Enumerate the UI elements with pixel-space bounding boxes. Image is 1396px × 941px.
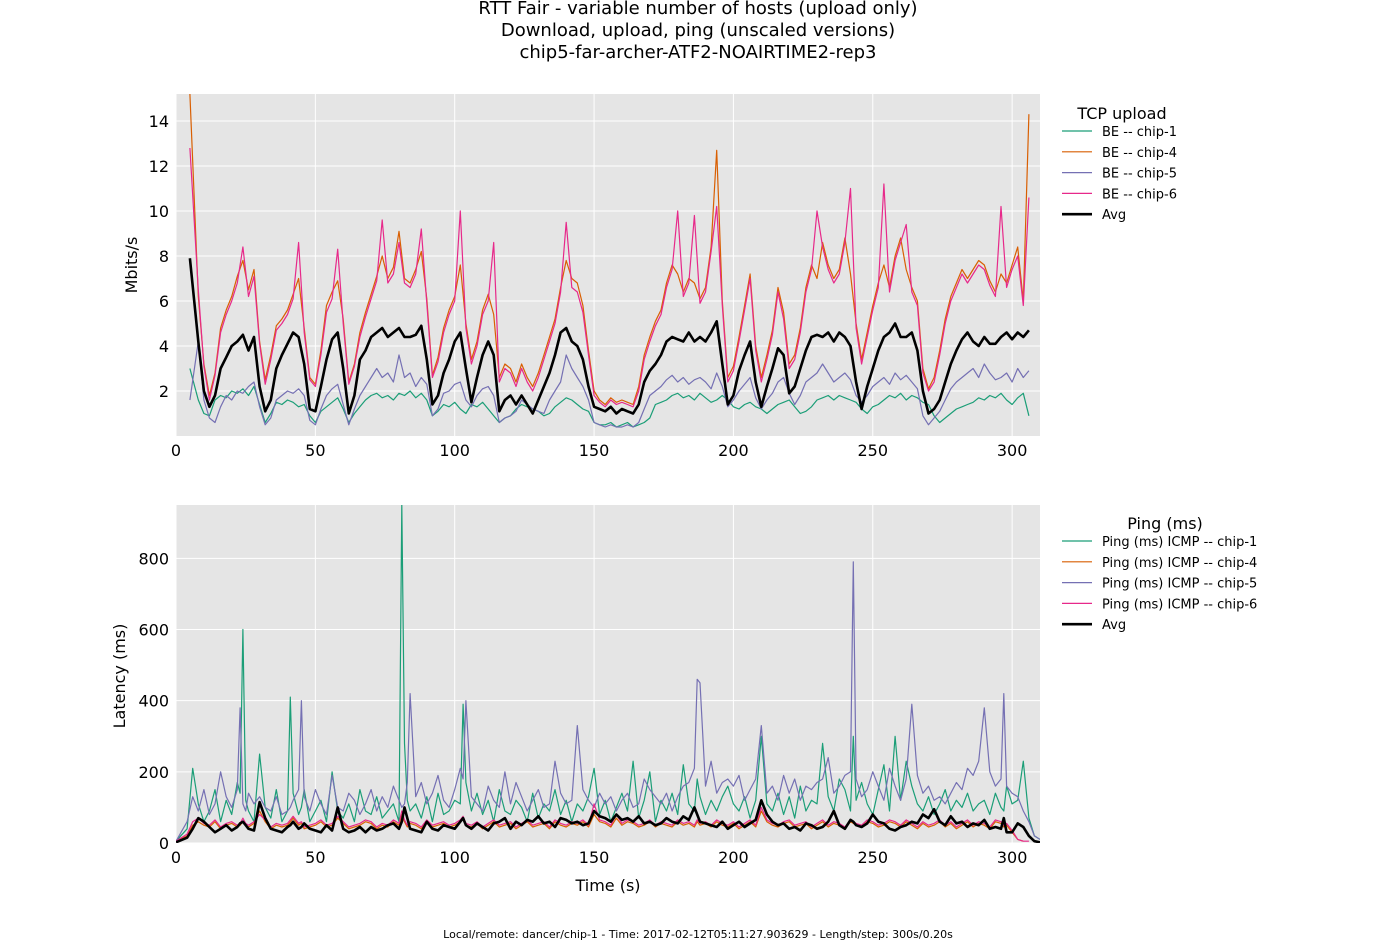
y-tick-label: 200 — [138, 763, 169, 782]
series-group — [176, 505, 1040, 843]
series-line-4 — [189, 147, 1030, 408]
y-axis-label: Mbits/s — [122, 237, 141, 294]
footer-info: Local/remote: dancer/chip-1 - Time: 2017… — [443, 928, 953, 941]
legend-entry-1: Ping (ms) ICMP -- chip-1 — [1102, 535, 1257, 550]
y-tick-label: 2 — [159, 382, 169, 401]
x-tick-label: 100 — [439, 848, 470, 867]
y-tick-label: 400 — [138, 692, 169, 711]
series-group — [188, 94, 1030, 428]
legend: Ping (ms) Ping (ms) ICMP -- chip-1 Ping (m… — [1062, 514, 1257, 633]
y-tick-label: 14 — [149, 112, 169, 131]
legend-entry-4: Ping (ms) ICMP -- chip-6 — [1102, 597, 1257, 612]
x-axis-label: Time (s) — [574, 876, 640, 895]
x-tick-label: 250 — [858, 441, 889, 460]
series-line-3 — [189, 340, 1030, 428]
legend-entry-2: BE -- chip-4 — [1102, 146, 1177, 161]
x-tick-label: 300 — [997, 441, 1028, 460]
chart-title-line-1: RTT Fair - variable number of hosts (upl… — [478, 0, 918, 19]
plot-area — [176, 505, 1040, 843]
y-tick-label: 10 — [149, 202, 169, 221]
legend-entry-3: Ping (ms) ICMP -- chip-5 — [1102, 577, 1257, 592]
y-tick-label: 600 — [138, 621, 169, 640]
x-tick-label: 0 — [171, 441, 181, 460]
legend-entry-3: BE -- chip-5 — [1102, 167, 1177, 182]
y-tick-label: 12 — [149, 157, 169, 176]
x-tick-label: 300 — [997, 848, 1028, 867]
chart-title-line-2: Download, upload, ping (unscaled version… — [500, 20, 896, 41]
legend: TCP upload BE -- chip-1 BE -- chip-4 BE -- … — [1062, 104, 1177, 223]
x-tick-label: 200 — [718, 441, 749, 460]
x-tick-label: 250 — [858, 848, 889, 867]
legend-entry-2: Ping (ms) ICMP -- chip-4 — [1102, 556, 1257, 571]
series-line-5 — [176, 798, 1040, 843]
series-line-3 — [176, 561, 1040, 842]
x-tick-label: 150 — [579, 441, 610, 460]
y-tick-label: 800 — [138, 549, 169, 568]
chart-title-line-3: chip5-far-archer-ATF2-NOAIRTIME2-rep3 — [519, 42, 877, 63]
y-tick-label: 4 — [159, 337, 169, 356]
x-tick-label: 100 — [439, 441, 470, 460]
legend-entry-1: BE -- chip-1 — [1102, 125, 1177, 140]
chart-panel-1: 0 50 100 150 200 250 300 2 4 6 8 10 12 14 Mbits/s TCP u… — [122, 94, 1177, 460]
x-tick-label: 200 — [718, 848, 749, 867]
y-tick-label: 8 — [159, 247, 169, 266]
legend-title: TCP upload — [1076, 104, 1166, 123]
legend-entry-5: Avg — [1102, 618, 1126, 633]
x-tick-label: 50 — [305, 848, 325, 867]
y-tick-label: 6 — [159, 292, 169, 311]
figure: 0 50 100 150 200 250 300 2 4 6 8 10 12 14 Mbits/s TCP u… — [110, 94, 1257, 895]
x-tick-label: 0 — [171, 848, 181, 867]
x-tick-label: 50 — [305, 441, 325, 460]
chart-panel-2: 0 50 100 150 200 250 300 0 200 400 600 800 Latency (… — [110, 505, 1257, 895]
legend-entry-5: Avg — [1102, 208, 1126, 223]
y-axis-label: Latency (ms) — [110, 624, 129, 729]
legend-entry-4: BE -- chip-6 — [1102, 187, 1177, 202]
series-line-1 — [189, 368, 1030, 428]
y-tick-label: 0 — [159, 834, 169, 853]
plot-area — [176, 94, 1040, 436]
x-tick-label: 150 — [579, 848, 610, 867]
series-line-5 — [188, 258, 1030, 415]
legend-title: Ping (ms) — [1127, 514, 1203, 533]
